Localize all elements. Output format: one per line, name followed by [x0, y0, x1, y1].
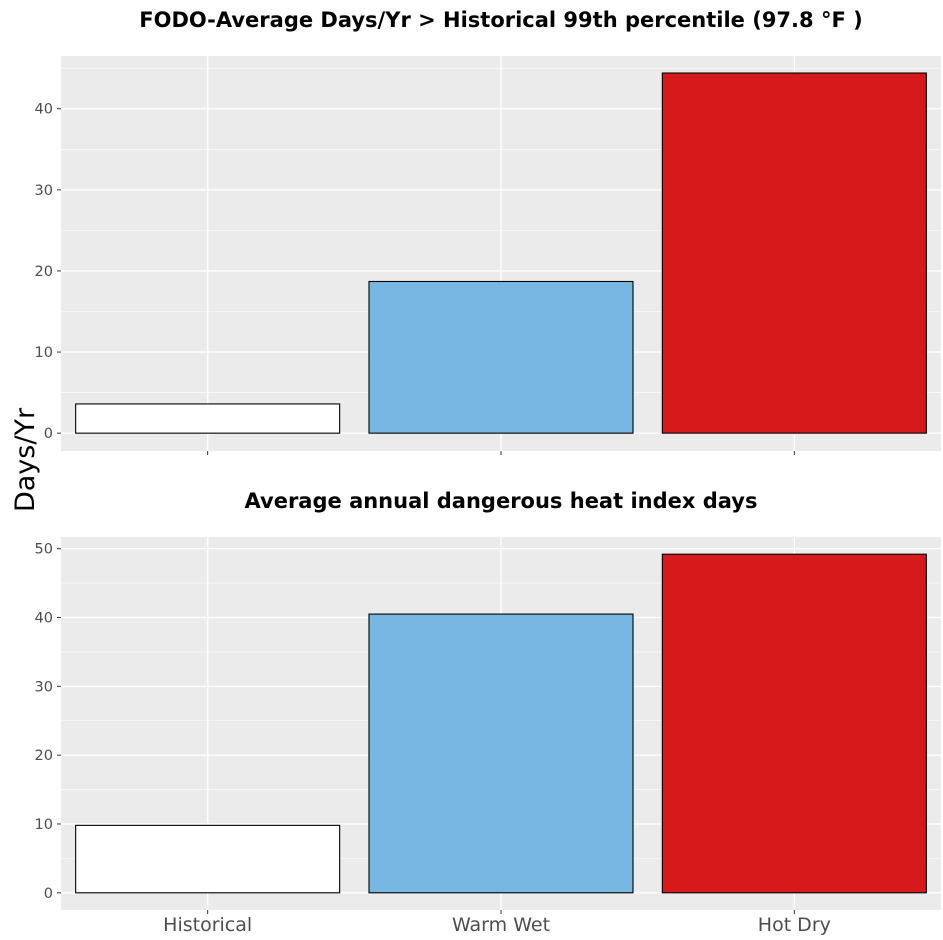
y-tick-label: 30 [35, 183, 53, 199]
x-tick-label: Warm Wet [452, 914, 550, 936]
y-tick-label: 30 [35, 679, 53, 695]
bar-warm-wet [368, 613, 634, 894]
bar-hot-dry [661, 72, 927, 434]
y-tick-label: 20 [35, 748, 53, 764]
y-tick-label: 40 [35, 102, 53, 118]
y-tick-label: 0 [44, 426, 53, 442]
bar-hot-dry [661, 553, 927, 894]
bar-historical [75, 824, 341, 894]
y-tick-label: 50 [35, 542, 53, 558]
bar-historical [75, 403, 341, 434]
y-axis-label: Days/Yr [10, 407, 41, 512]
panel-1-title: FODO-Average Days/Yr > Historical 99th p… [139, 8, 862, 32]
bar-warm-wet [368, 280, 634, 434]
x-tick-label: Historical [163, 914, 252, 936]
y-tick-label: 10 [35, 345, 53, 361]
x-tick-label: Hot Dry [758, 914, 831, 936]
y-tick-label: 40 [35, 611, 53, 627]
y-tick-label: 0 [44, 886, 53, 902]
panel-2-title: Average annual dangerous heat index days [245, 489, 758, 513]
y-tick-label: 20 [35, 264, 53, 280]
y-tick-label: 10 [35, 817, 53, 833]
